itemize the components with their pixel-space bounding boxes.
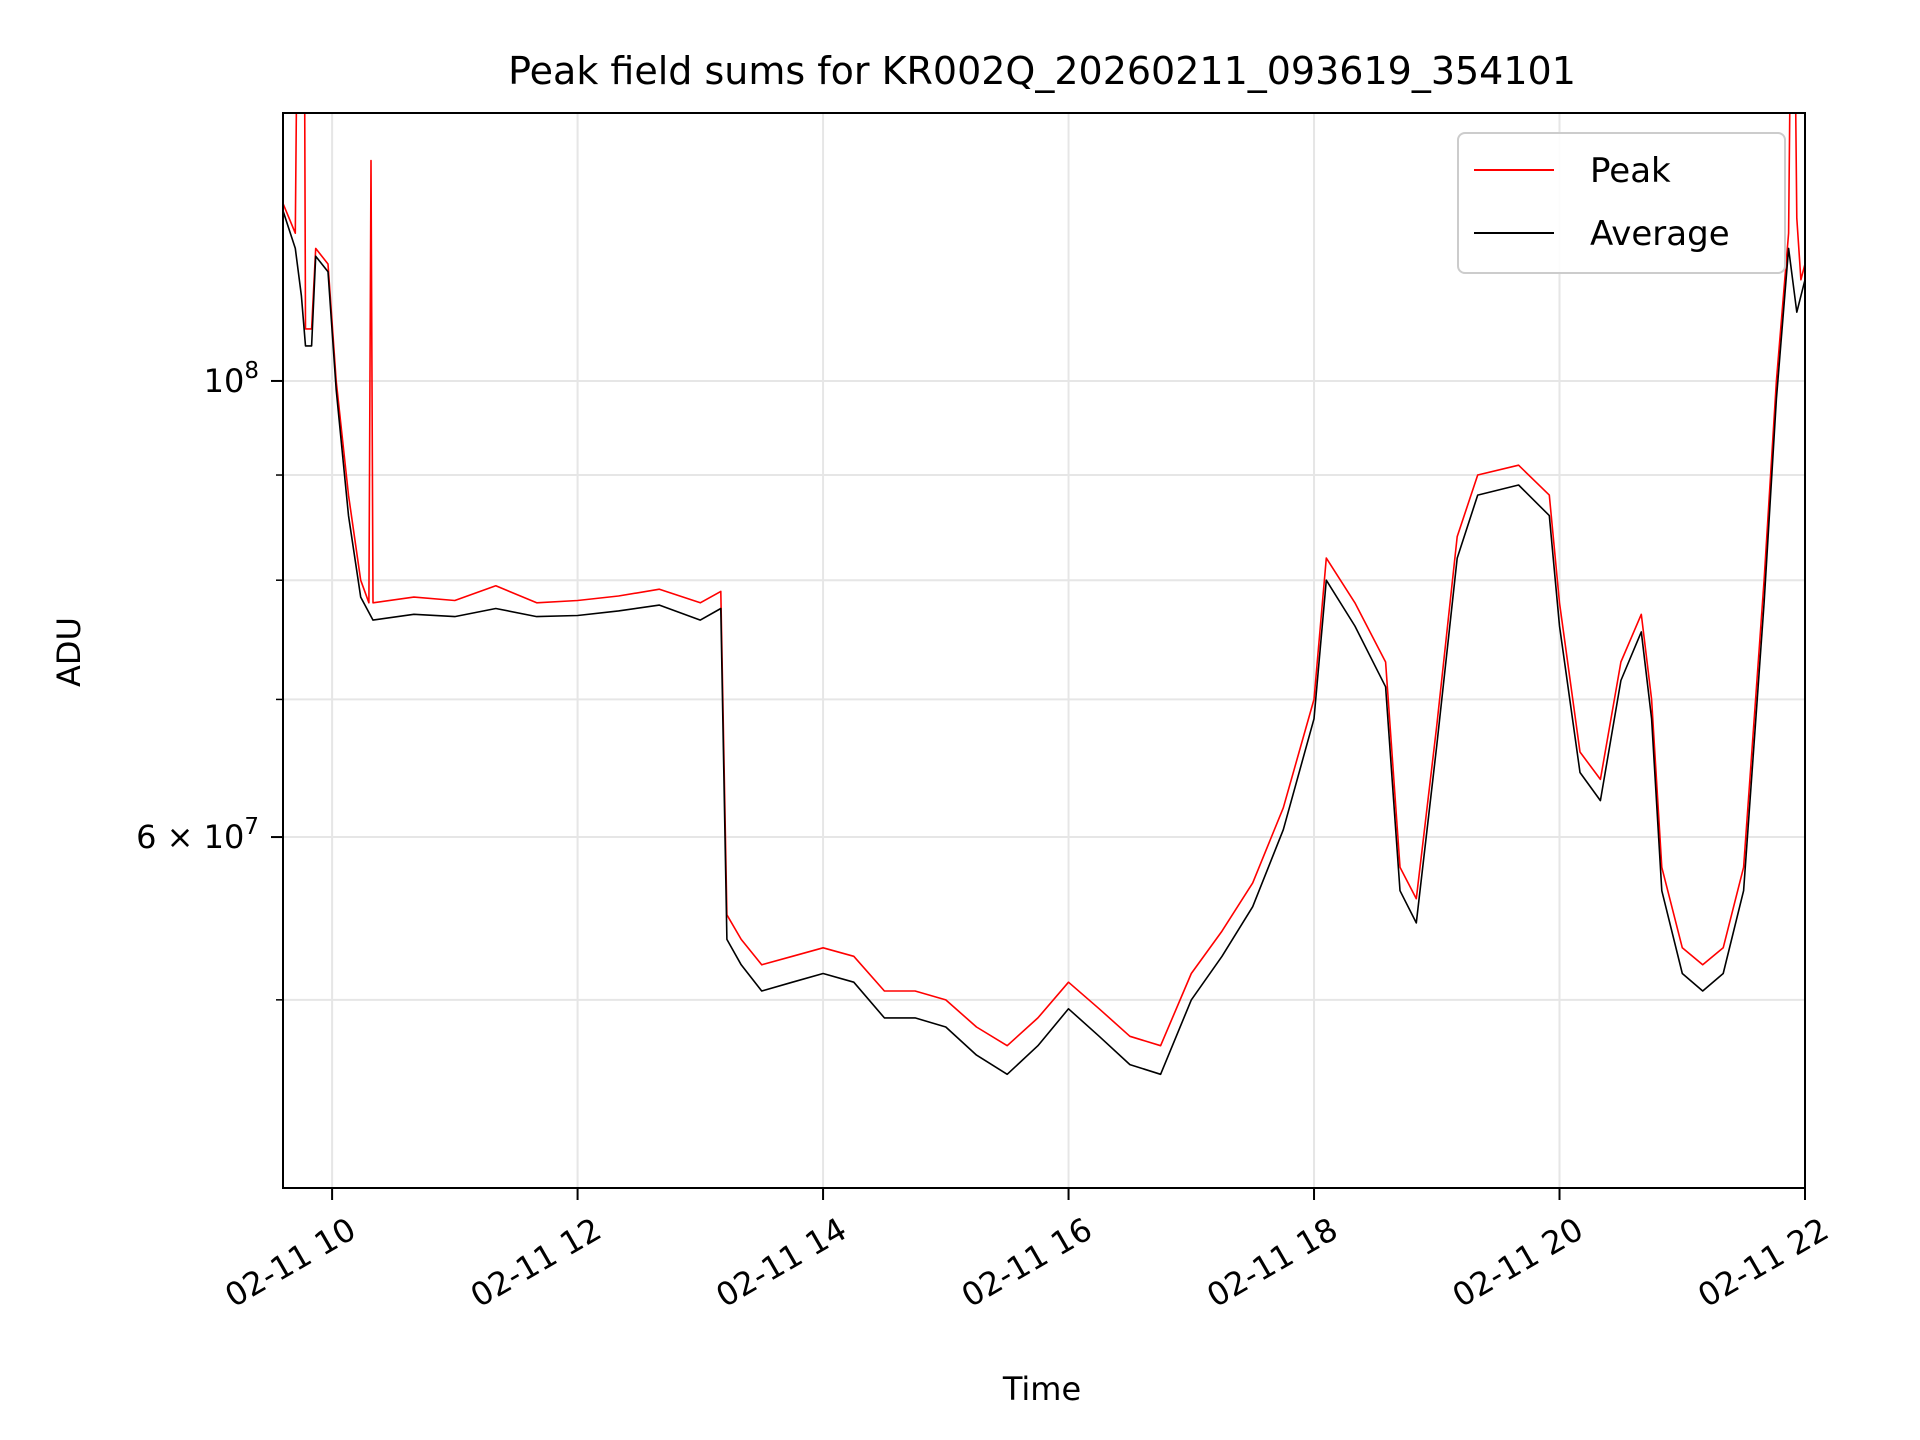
y-tick-label: 108	[204, 358, 259, 400]
x-axis-label: Time	[1002, 1370, 1081, 1408]
legend-box	[1457, 132, 1786, 274]
series-lines	[283, 113, 1805, 1076]
series-line-peak	[283, 113, 1805, 1047]
y-axis-label: ADU	[50, 617, 88, 687]
legend: Peak Average	[1457, 132, 1786, 274]
legend-label-average: Average	[1590, 214, 1730, 254]
plot-frame	[282, 112, 1806, 1189]
y-tick-label: 6 × 107	[136, 814, 259, 856]
grid-lines	[283, 113, 1806, 1188]
chart-title: Peak field sums for KR002Q_20260211_0936…	[508, 49, 1576, 93]
series-line-average	[283, 210, 1805, 1076]
legend-label-peak: Peak	[1590, 151, 1671, 191]
